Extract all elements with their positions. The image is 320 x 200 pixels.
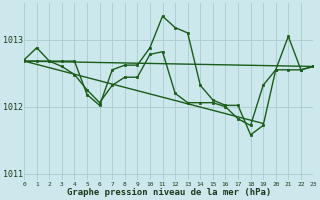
X-axis label: Graphe pression niveau de la mer (hPa): Graphe pression niveau de la mer (hPa) — [67, 188, 271, 197]
